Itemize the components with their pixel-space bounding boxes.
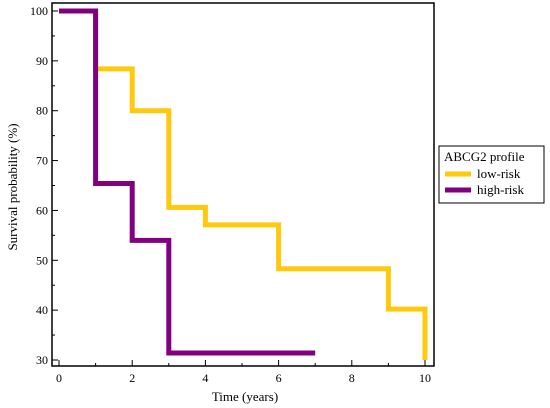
x-tick-label: 4 (202, 371, 208, 385)
x-axis: 0 2 4 6 8 10 (56, 360, 431, 385)
y-tick-label: 90 (36, 54, 48, 68)
legend-label-low-risk: low-risk (477, 166, 521, 181)
legend-label-high-risk: high-risk (477, 182, 524, 197)
x-tick-label: 8 (349, 371, 355, 385)
y-axis-label: Survival probability (%) (5, 123, 20, 250)
legend: ABCG2 profile low-risk high-risk (438, 145, 545, 204)
y-tick-label: 70 (36, 154, 48, 168)
plot-frame (51, 2, 435, 367)
series-line-low-risk (59, 8, 428, 360)
y-tick-label: 80 (36, 104, 48, 118)
legend-title: ABCG2 profile (444, 149, 525, 164)
y-axis: 30 40 50 60 70 80 90 100 (30, 4, 58, 367)
y-tick-label: 30 (36, 353, 48, 367)
y-tick-label: 60 (36, 203, 48, 217)
x-tick-label: 2 (129, 371, 135, 385)
y-tick-label: 100 (30, 4, 48, 18)
series-line-high-risk (59, 8, 316, 356)
x-tick-label: 10 (419, 371, 431, 385)
y-tick-label: 50 (36, 253, 48, 267)
plot-lines (59, 8, 428, 360)
x-tick-label: 0 (56, 371, 62, 385)
y-tick-label: 40 (36, 303, 48, 317)
x-axis-label: Time (years) (212, 389, 278, 404)
x-tick-label: 6 (276, 371, 282, 385)
